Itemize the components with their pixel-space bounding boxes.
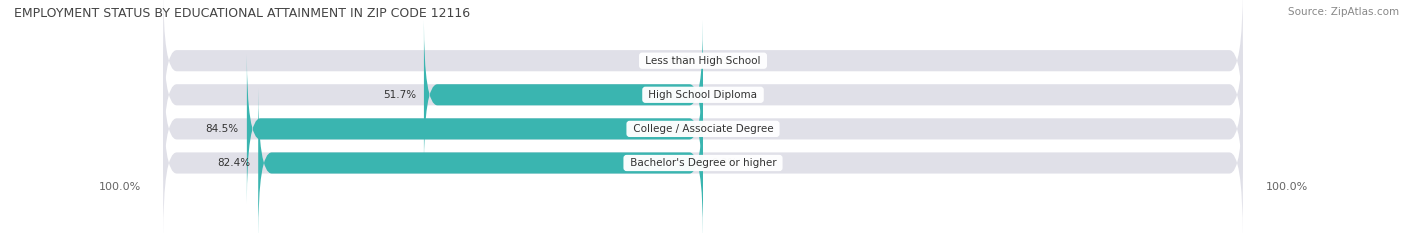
FancyBboxPatch shape (163, 88, 1243, 233)
Text: 0.0%: 0.0% (711, 124, 737, 134)
Text: College / Associate Degree: College / Associate Degree (630, 124, 776, 134)
Text: 82.4%: 82.4% (217, 158, 250, 168)
Text: 0.0%: 0.0% (669, 56, 695, 66)
Text: 100.0%: 100.0% (98, 182, 141, 192)
Text: 84.5%: 84.5% (205, 124, 239, 134)
Text: 0.0%: 0.0% (711, 90, 737, 100)
Text: Source: ZipAtlas.com: Source: ZipAtlas.com (1288, 7, 1399, 17)
FancyBboxPatch shape (163, 0, 1243, 135)
FancyBboxPatch shape (163, 20, 1243, 169)
FancyBboxPatch shape (259, 88, 703, 233)
FancyBboxPatch shape (425, 20, 703, 169)
Text: 100.0%: 100.0% (1265, 182, 1308, 192)
Text: Less than High School: Less than High School (643, 56, 763, 66)
Text: Bachelor's Degree or higher: Bachelor's Degree or higher (627, 158, 779, 168)
Text: 51.7%: 51.7% (382, 90, 416, 100)
FancyBboxPatch shape (247, 54, 703, 204)
Text: EMPLOYMENT STATUS BY EDUCATIONAL ATTAINMENT IN ZIP CODE 12116: EMPLOYMENT STATUS BY EDUCATIONAL ATTAINM… (14, 7, 470, 20)
Text: 0.0%: 0.0% (711, 158, 737, 168)
FancyBboxPatch shape (163, 54, 1243, 204)
Text: 0.0%: 0.0% (711, 56, 737, 66)
Text: High School Diploma: High School Diploma (645, 90, 761, 100)
